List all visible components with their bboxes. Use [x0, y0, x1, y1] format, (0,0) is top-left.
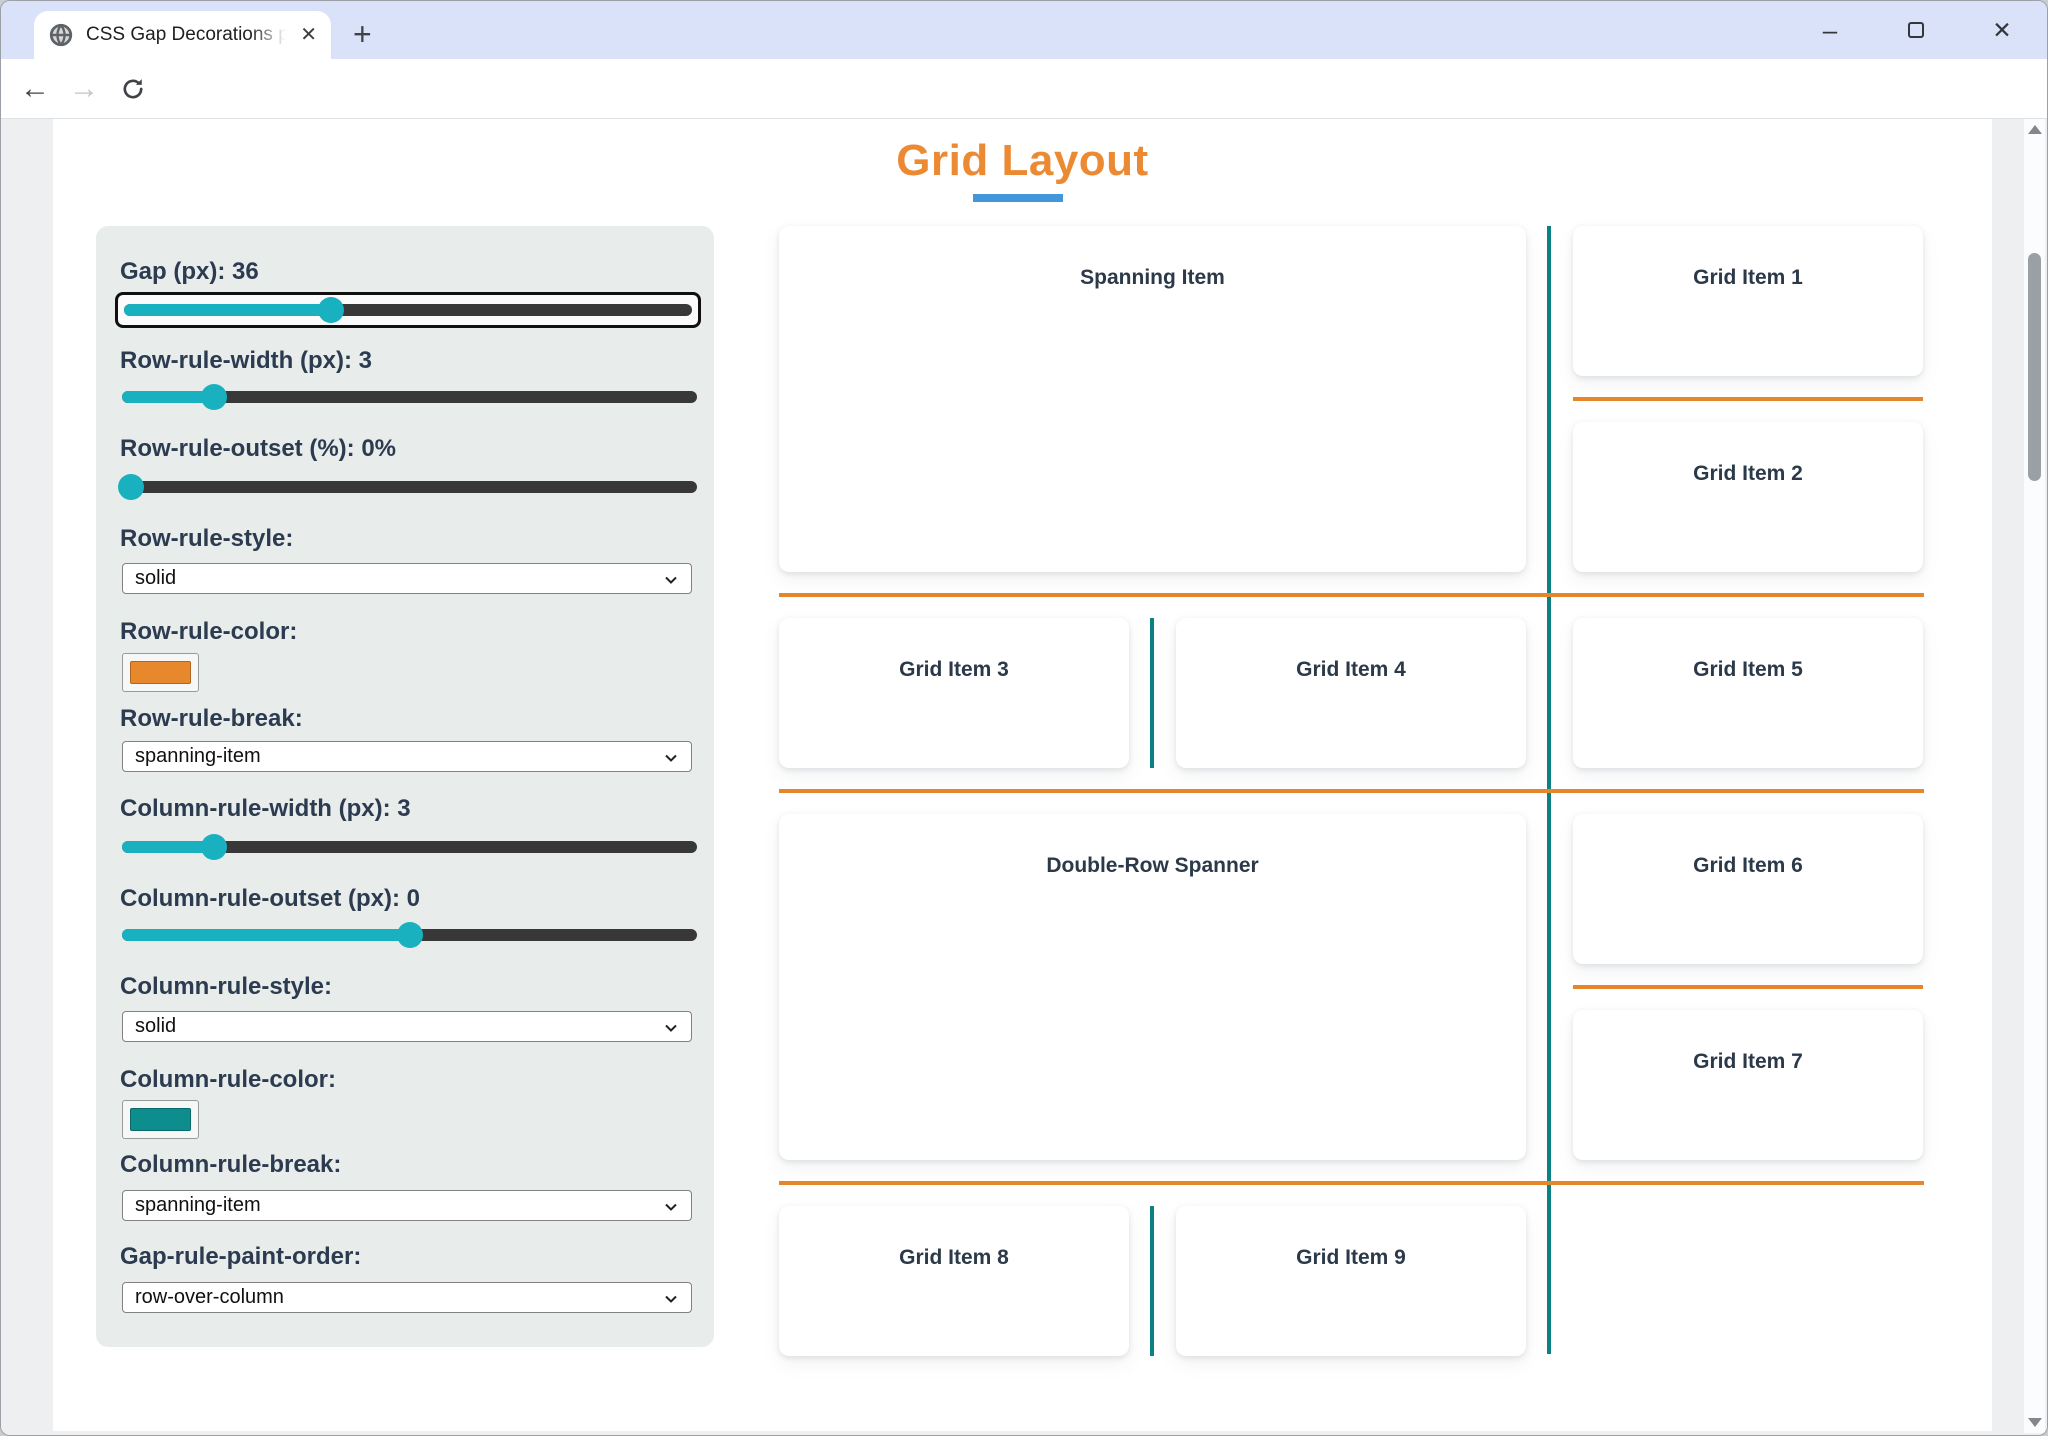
slider-thumb[interactable] [201, 384, 227, 410]
column-rule-break-select[interactable]: spanning-item [122, 1190, 692, 1221]
select-value: spanning-item [135, 745, 261, 767]
column-rule-row6 [1150, 1206, 1154, 1356]
slider-thumb[interactable] [318, 297, 345, 323]
browser-tab[interactable]: CSS Gap Decorations playgroun ✕ [34, 11, 331, 59]
grid-card-double-row-spanner: Double-Row Spanner [779, 814, 1526, 1160]
select-value: spanning-item [135, 1194, 261, 1216]
slider-track [122, 481, 697, 493]
maximize-button[interactable] [1893, 10, 1939, 50]
row-rule-item6-7 [1573, 985, 1923, 989]
slider-fill [124, 304, 332, 316]
tab-strip: CSS Gap Decorations playgroun ✕ + – ✕ [1, 1, 2047, 59]
grid-card-7: Grid Item 7 [1573, 1010, 1923, 1160]
column-rule-color-label: Column-rule-color: [120, 1066, 336, 1093]
browser-toolbar: ← → microsoftedge.github.io/Demos/css-ga… [1, 59, 2047, 171]
grid-card-8: Grid Item 8 [779, 1206, 1129, 1356]
forward-button[interactable]: → [69, 72, 99, 105]
minimize-button[interactable]: – [1822, 14, 1838, 45]
tab-title: CSS Gap Decorations playgroun [86, 24, 286, 45]
chevron-down-icon [665, 1024, 677, 1032]
scroll-up-icon[interactable] [2028, 125, 2042, 134]
column-rule-color-swatch [130, 1108, 191, 1131]
scroll-down-icon[interactable] [2028, 1418, 2042, 1427]
globe-favicon-icon [49, 23, 73, 47]
grid-card-3: Grid Item 3 [779, 618, 1129, 768]
grid-card-4: Grid Item 4 [1176, 618, 1526, 768]
column-rule-style-select[interactable]: solid [122, 1011, 692, 1042]
slider-fill [122, 391, 214, 403]
row-rule-color-picker[interactable] [122, 653, 199, 692]
row-rule-style-select[interactable]: solid [122, 563, 692, 594]
row-rule-break-label: Row-rule-break: [120, 705, 303, 732]
row-rule-width-slider[interactable] [122, 384, 697, 410]
chevron-down-icon [665, 1203, 677, 1211]
row-rule-width-label: Row-rule-width (px): 3 [120, 347, 372, 374]
page-background: Grid Layout Gap (px): 36 Row-rule-width … [1, 119, 2047, 1435]
slider-thumb[interactable] [117, 474, 144, 500]
chevron-down-icon [665, 576, 677, 584]
column-rule-outset-label: Column-rule-outset (px): 0 [120, 885, 420, 912]
select-value: solid [135, 1015, 177, 1037]
gap-rule-paint-order-select[interactable]: row-over-column [122, 1282, 692, 1313]
new-tab-button[interactable]: + [353, 16, 372, 52]
column-rule-color-picker[interactable] [122, 1100, 199, 1139]
title-underline [973, 194, 1063, 202]
column-rule-width-slider[interactable] [122, 834, 697, 860]
slider-track [122, 391, 697, 403]
column-rule-row3 [1150, 618, 1154, 768]
reload-button[interactable] [109, 59, 157, 119]
controls-panel: Gap (px): 36 Row-rule-width (px): 3 Row-… [96, 226, 714, 1347]
slider-thumb[interactable] [201, 834, 227, 860]
chevron-down-icon [665, 1295, 677, 1303]
row-rule-color-label: Row-rule-color: [120, 618, 298, 645]
scrollbar-thumb[interactable] [2028, 253, 2041, 481]
column-rule-break-label: Column-rule-break: [120, 1151, 342, 1178]
slider-track [122, 841, 697, 853]
slider-thumb[interactable] [396, 922, 423, 948]
grid-card-2: Grid Item 2 [1573, 422, 1923, 572]
gap-rule-paint-order-label: Gap-rule-paint-order: [120, 1243, 362, 1270]
close-window-button[interactable]: ✕ [1992, 16, 2012, 43]
window-controls: – ✕ [1807, 1, 2047, 59]
gap-slider-focus-ring [115, 292, 701, 328]
row-rule-full-2 [779, 789, 1924, 793]
row-rule-outset-slider[interactable] [117, 474, 697, 500]
page-content: Grid Layout Gap (px): 36 Row-rule-width … [53, 119, 1992, 1431]
column-rule-outset-slider[interactable] [122, 922, 697, 948]
maximize-icon [1908, 22, 1924, 38]
slider-fill [122, 929, 410, 941]
grid-card-5: Grid Item 5 [1573, 618, 1923, 768]
row-rule-item1-2 [1573, 397, 1923, 401]
row-rule-full-3 [779, 1181, 1924, 1185]
row-rule-style-label: Row-rule-style: [120, 525, 294, 552]
column-rule-width-label: Column-rule-width (px): 3 [120, 795, 411, 822]
select-value: solid [135, 567, 177, 589]
gap-label: Gap (px): 36 [120, 258, 259, 285]
chevron-down-icon [665, 754, 677, 762]
grid-card-spanning: Spanning Item [779, 226, 1526, 572]
slider-fill [122, 841, 214, 853]
row-rule-outset-label: Row-rule-outset (%): 0% [120, 435, 396, 462]
row-rule-color-swatch [130, 661, 191, 684]
reload-icon [123, 79, 143, 99]
grid-card-6: Grid Item 6 [1573, 814, 1923, 964]
page-title: Grid Layout [896, 136, 1149, 185]
gap-slider[interactable] [124, 297, 692, 323]
row-rule-break-select[interactable]: spanning-item [122, 741, 692, 772]
grid-card-1: Grid Item 1 [1573, 226, 1923, 376]
row-rule-full-1 [779, 593, 1924, 597]
column-rule-style-label: Column-rule-style: [120, 973, 333, 1000]
back-button[interactable]: ← [20, 72, 50, 105]
tab-close-icon[interactable]: ✕ [300, 24, 317, 46]
select-value: row-over-column [135, 1286, 284, 1308]
vertical-scrollbar[interactable] [2024, 119, 2045, 1433]
grid-card-9: Grid Item 9 [1176, 1206, 1526, 1356]
